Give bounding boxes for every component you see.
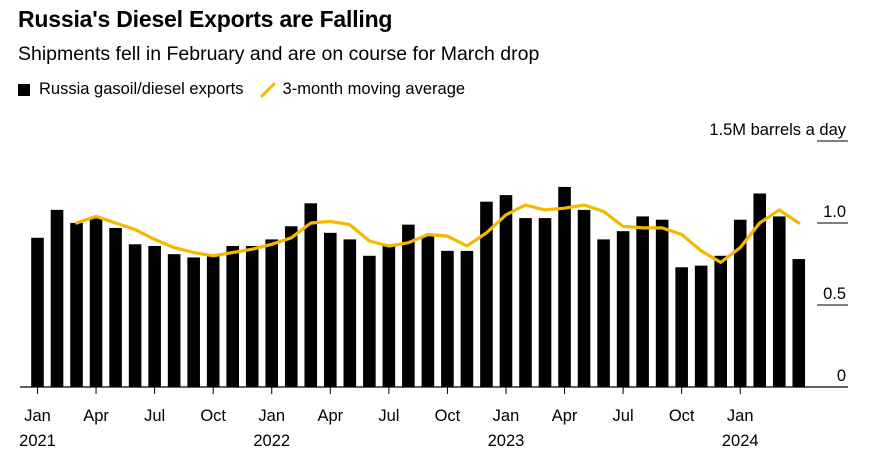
bar (343, 239, 357, 387)
x-tick-year-label: 2023 (488, 432, 525, 450)
bar (226, 245, 239, 387)
bar (499, 195, 513, 387)
bar (714, 255, 727, 387)
x-tick-year-label: 2022 (253, 432, 290, 450)
x-tick-label: Jan (727, 407, 754, 425)
bar (460, 250, 474, 387)
bar (733, 219, 747, 387)
bar (558, 186, 571, 387)
x-tick-label: Oct (669, 407, 695, 425)
x-tick-label: Apr (83, 407, 109, 425)
y-tick-label: 0.5 (823, 285, 846, 303)
bar (324, 232, 337, 387)
x-tick-label: Oct (200, 407, 226, 425)
legend-line-swatch (260, 82, 276, 97)
bar (616, 231, 630, 387)
bar (50, 209, 64, 387)
x-tick-label: Apr (317, 407, 343, 425)
bar (109, 227, 122, 387)
bar (167, 254, 181, 387)
bar (284, 226, 298, 387)
legend-label-moving-average: 3-month moving average (282, 80, 466, 98)
x-tick-label: Jan (258, 407, 285, 425)
bar (206, 255, 220, 387)
bar (31, 237, 44, 387)
bar (245, 245, 259, 387)
bar (597, 239, 610, 387)
x-tick-year-label: 2024 (722, 432, 759, 450)
bar (480, 201, 493, 387)
bar (675, 267, 688, 387)
chart-subtitle: Shipments fell in February and are on co… (18, 43, 540, 65)
bar (421, 236, 435, 387)
bar (792, 259, 806, 387)
x-tick-label: Apr (552, 407, 578, 425)
bar (70, 223, 83, 387)
bar (265, 239, 279, 387)
bar (402, 224, 415, 387)
bar (382, 245, 396, 387)
x-tick-label: Jul (378, 407, 399, 425)
bar (441, 250, 454, 387)
bar (772, 216, 786, 387)
legend-bar-swatch (18, 83, 30, 96)
bar (538, 218, 552, 387)
bar (753, 193, 767, 387)
bar (187, 257, 200, 387)
moving-average-line (74, 203, 801, 264)
bar (655, 219, 669, 387)
bar (519, 218, 532, 387)
bar (363, 255, 376, 387)
legend-label-exports: Russia gasoil/diesel exports (39, 80, 244, 98)
x-tick-label: Jan (24, 407, 51, 425)
y-tick-label: 0 (837, 367, 846, 385)
legend: Russia gasoil/diesel exports 3-month mov… (18, 80, 465, 99)
chart-title: Russia's Diesel Exports are Falling (18, 6, 393, 32)
bar (304, 203, 318, 387)
bar (128, 244, 142, 387)
bar (148, 245, 161, 387)
x-tick-year-label: 2021 (19, 432, 56, 450)
x-tick-label: Oct (435, 407, 461, 425)
y-tick-label: 1.5M barrels a day (709, 121, 846, 139)
bar (694, 265, 708, 387)
bar (636, 216, 649, 387)
y-tick-label: 1.0 (823, 203, 846, 221)
x-tick-label: Jul (613, 407, 634, 425)
x-tick-label: Jan (493, 407, 520, 425)
bar (577, 209, 591, 387)
x-tick-label: Jul (144, 407, 165, 425)
bar (89, 218, 103, 387)
